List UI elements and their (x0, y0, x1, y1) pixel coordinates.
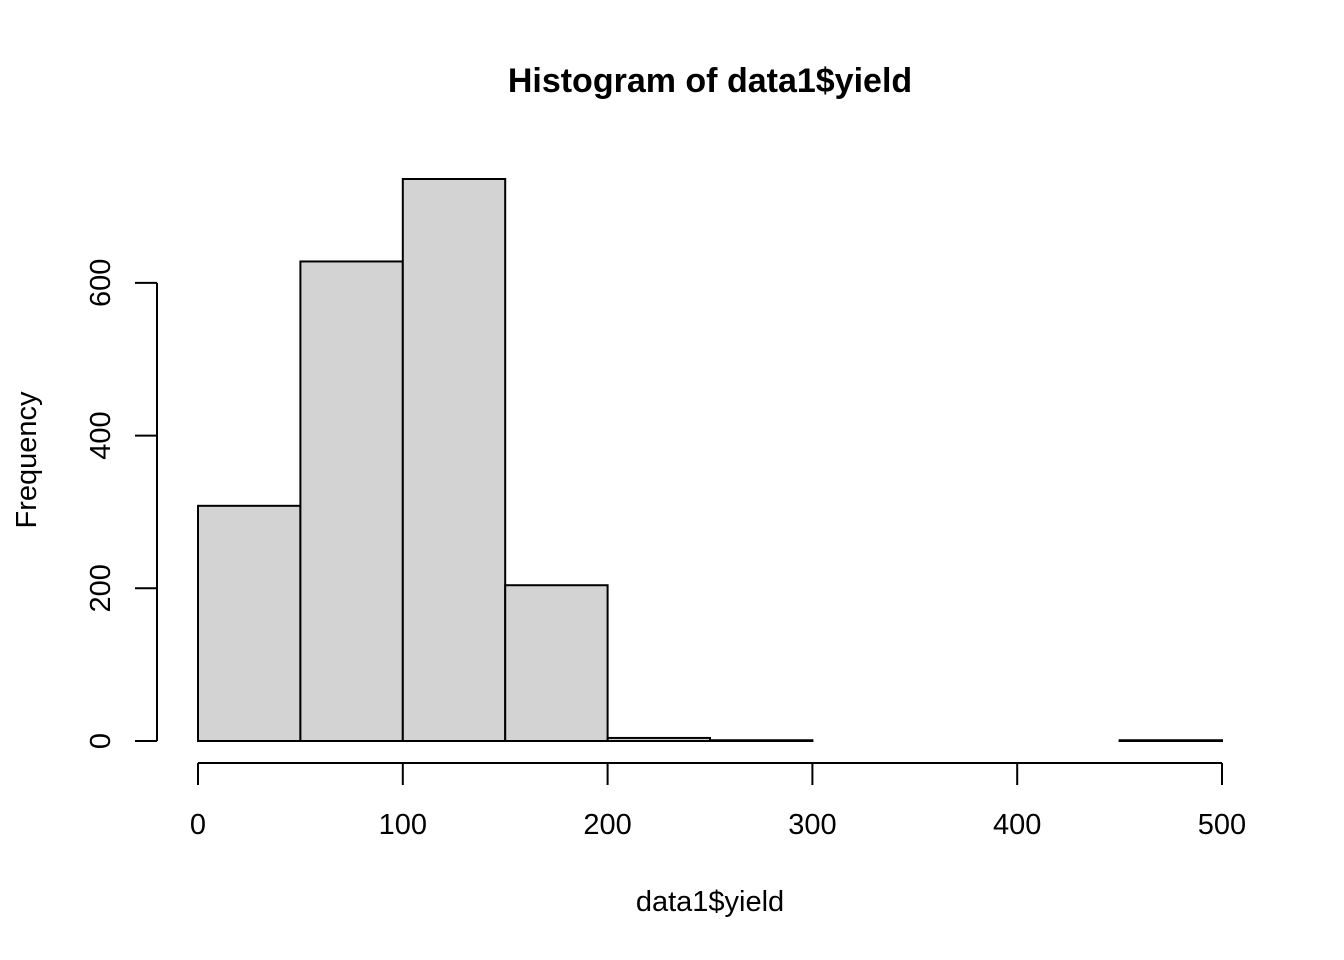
y-tick-label-0: 0 (85, 733, 117, 749)
histogram-bar-5 (709, 739, 814, 742)
x-tick-label-2: 200 (583, 809, 631, 841)
chart-title: Histogram of data1$yield (508, 62, 912, 100)
x-axis-label: data1$yield (636, 886, 784, 918)
x-tick-label-3: 300 (788, 809, 836, 841)
histogram-bar-9 (1118, 739, 1223, 742)
y-axis: 0 200 400 600 (85, 259, 158, 749)
histogram-bar-0 (197, 504, 302, 742)
x-tick-label-5: 500 (1198, 809, 1246, 841)
y-axis-label: Frequency (11, 391, 43, 529)
y-tick-label-2: 400 (85, 411, 117, 459)
histogram-bar-4 (606, 736, 711, 743)
x-tick-label-0: 0 (190, 809, 206, 841)
histogram-bar-3 (504, 584, 609, 743)
x-axis: 0 100 200 300 400 500 (190, 762, 1246, 841)
bars (197, 178, 1223, 743)
histogram-bar-2 (401, 178, 507, 742)
x-tick-label-4: 400 (993, 809, 1041, 841)
histogram-bar-1 (299, 260, 404, 742)
y-tick-label-3: 600 (85, 259, 117, 307)
x-tick-label-1: 100 (379, 809, 427, 841)
y-tick-label-1: 200 (85, 564, 117, 612)
